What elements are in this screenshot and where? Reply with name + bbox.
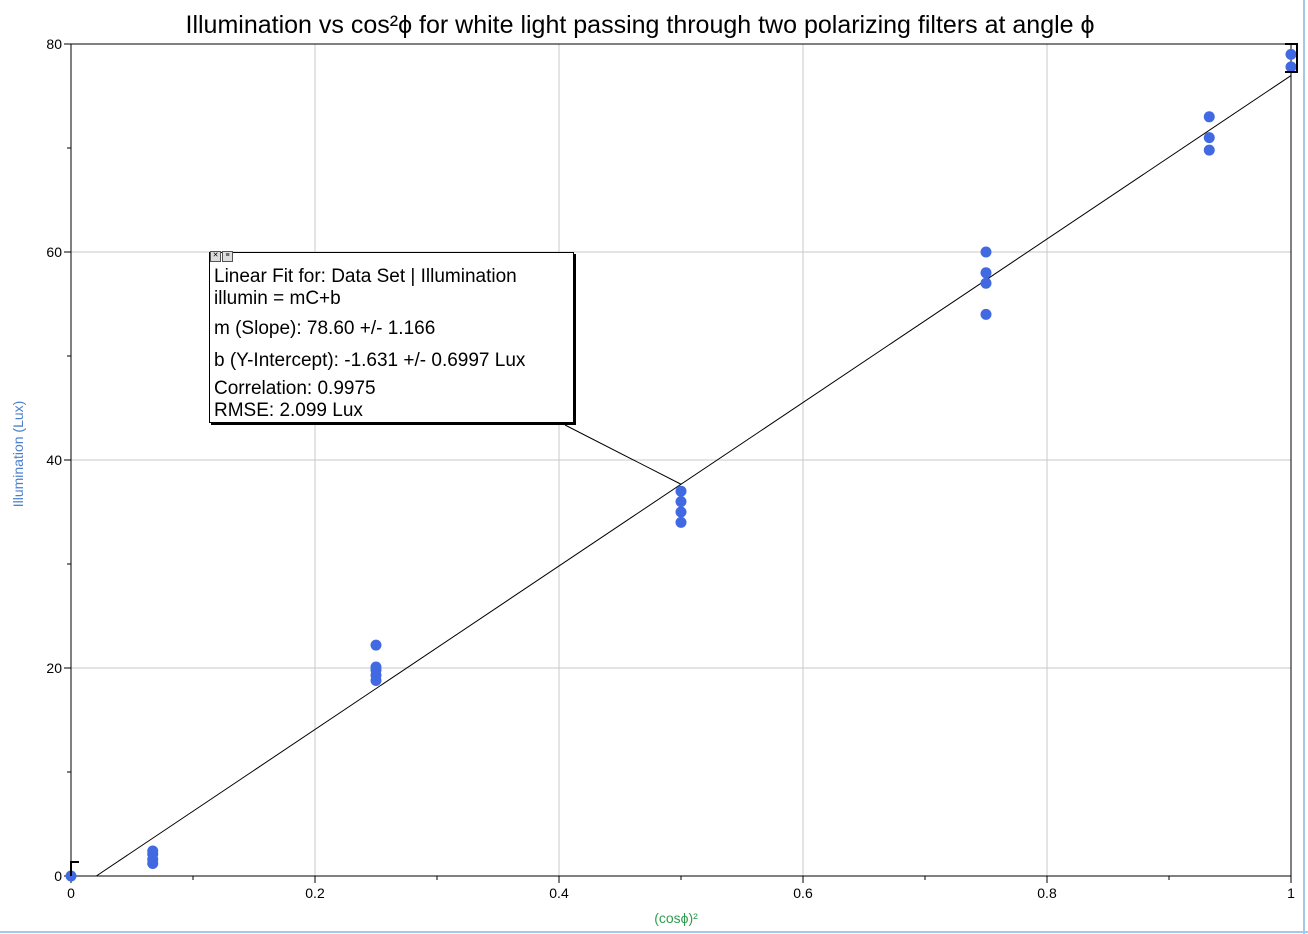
data-point bbox=[980, 277, 992, 289]
data-point bbox=[370, 661, 382, 673]
x-tick-label: 0.4 bbox=[549, 885, 569, 901]
x-axis-label: (cosϕ)² bbox=[654, 910, 698, 926]
fit-line-group bbox=[96, 75, 1292, 877]
x-range-bracket-left bbox=[70, 861, 79, 876]
ticks: 0 0.2 0.4 0.6 0.8 1 0 20 40 60 80 bbox=[46, 36, 1295, 901]
y-range-bracket-top bbox=[1285, 43, 1298, 73]
data-point bbox=[1285, 48, 1297, 60]
fit-title: Linear Fit for: Data Set | Illumination bbox=[214, 266, 517, 287]
data-point bbox=[1203, 132, 1215, 144]
data-point bbox=[370, 639, 382, 651]
x-tick-label: 0.6 bbox=[793, 885, 813, 901]
data-point bbox=[1203, 111, 1215, 123]
window-border-bottom bbox=[0, 931, 1308, 933]
data-point bbox=[675, 496, 687, 508]
y-tick-label: 60 bbox=[46, 244, 62, 260]
close-icon[interactable]: ✕ bbox=[210, 251, 221, 262]
fit-slope: m (Slope): 78.60 +/- 1.166 bbox=[214, 318, 436, 339]
x-tick-label: 0.8 bbox=[1037, 885, 1057, 901]
fit-intercept: b (Y-Intercept): -1.631 +/- 0.6997 Lux bbox=[214, 350, 526, 371]
options-icon[interactable]: ≡ bbox=[222, 251, 233, 262]
data-point bbox=[1285, 61, 1297, 73]
fit-equation: illumin = mC+b bbox=[214, 288, 341, 309]
data-point bbox=[675, 506, 687, 518]
fit-line bbox=[96, 75, 1292, 877]
window-border-right bbox=[1303, 0, 1305, 934]
annotation-leader-line bbox=[564, 424, 682, 485]
x-tick-label: 0.2 bbox=[305, 885, 325, 901]
data-point bbox=[675, 485, 687, 497]
data-point bbox=[1203, 144, 1215, 156]
grid bbox=[71, 44, 1291, 876]
chart-title: Illumination vs cos²ϕ for white light pa… bbox=[186, 11, 1095, 39]
data-point bbox=[980, 246, 992, 258]
y-tick-label: 40 bbox=[46, 452, 62, 468]
linear-fit-annotation[interactable]: ✕ ≡ Linear Fit for: Data Set | Illuminat… bbox=[209, 251, 574, 423]
y-tick-label: 20 bbox=[46, 660, 62, 676]
y-axis-label: Illumination (Lux) bbox=[10, 401, 26, 508]
data-points bbox=[65, 48, 1297, 882]
fit-correlation: Correlation: 0.9975 bbox=[214, 378, 376, 399]
data-point bbox=[980, 267, 992, 279]
data-point bbox=[675, 516, 687, 528]
y-tick-label: 80 bbox=[46, 36, 62, 52]
data-point bbox=[980, 308, 992, 320]
data-point bbox=[147, 845, 159, 857]
x-tick-label: 1 bbox=[1287, 885, 1295, 901]
y-tick-label: 0 bbox=[54, 868, 62, 884]
fit-rmse: RMSE: 2.099 Lux bbox=[214, 400, 363, 421]
x-tick-label: 0 bbox=[67, 885, 75, 901]
